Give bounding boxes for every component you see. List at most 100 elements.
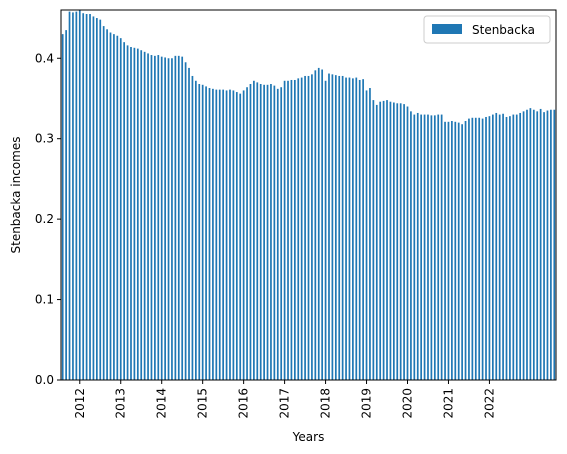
bar-1	[65, 30, 67, 381]
bar-62	[273, 85, 276, 381]
bar-66	[287, 80, 289, 380]
bar-122	[478, 117, 481, 380]
bar-69	[297, 78, 300, 381]
bar-97	[392, 102, 395, 380]
bar-136	[526, 109, 528, 381]
bar-74	[314, 70, 317, 380]
x-axis-label: Years	[292, 430, 325, 444]
bar-90	[369, 88, 371, 381]
bar-3	[72, 12, 74, 380]
bar-88	[362, 79, 364, 381]
bar-75	[317, 67, 320, 380]
bar-58	[259, 84, 262, 380]
bar-31	[167, 58, 170, 380]
bar-16	[116, 35, 119, 381]
bar-42	[205, 86, 207, 380]
bar-78	[328, 73, 330, 380]
bar-35	[181, 56, 184, 381]
bar-4	[75, 11, 78, 381]
bar-17	[119, 38, 122, 381]
bar-144	[553, 109, 556, 381]
bar-21	[133, 47, 136, 381]
bar-138	[532, 109, 535, 381]
bar-115	[454, 121, 457, 381]
bar-40	[198, 84, 201, 380]
bar-109	[433, 115, 436, 381]
bar-54	[246, 87, 248, 380]
bar-116	[457, 122, 460, 381]
bar-133	[515, 114, 518, 380]
bar-114	[451, 121, 453, 380]
bar-100	[403, 104, 405, 381]
bar-13	[106, 29, 108, 381]
y-axis: 0.0 0.1 0.2 0.3 0.4	[35, 51, 61, 387]
bar-67	[290, 79, 293, 380]
y-axis-label: Stenbacka incomes	[9, 137, 23, 254]
bar-141	[543, 112, 545, 381]
bar-132	[512, 114, 515, 380]
bar-121	[474, 117, 477, 380]
bar-38	[191, 75, 194, 381]
bar-128	[498, 114, 501, 380]
x-tick-label-6: 2018	[319, 388, 333, 419]
bar-117	[461, 124, 463, 380]
legend-box	[423, 15, 551, 44]
bar-26	[150, 55, 153, 380]
bar-135	[522, 111, 525, 380]
bar-25	[147, 53, 149, 381]
bar-126	[491, 114, 494, 380]
bar-57	[256, 82, 259, 380]
bar-30	[164, 57, 166, 381]
bar-104	[416, 112, 419, 381]
bar-24	[143, 51, 146, 380]
bar-7	[85, 14, 88, 381]
bar-137	[529, 108, 532, 380]
bar-108	[430, 115, 433, 381]
bar-37	[188, 67, 190, 380]
bar-60	[266, 84, 269, 381]
bar-12	[102, 26, 105, 381]
bar-73	[311, 74, 313, 380]
bar-36	[184, 62, 187, 380]
bar-93	[379, 101, 382, 380]
bar-49	[229, 89, 231, 380]
bar-70	[300, 77, 303, 380]
bar-61	[270, 84, 272, 380]
bar-43	[208, 88, 211, 381]
bar-102	[410, 111, 412, 380]
bar-34	[177, 55, 180, 380]
bar-71	[304, 75, 306, 381]
bar-55	[249, 84, 252, 380]
bar-112	[444, 121, 446, 381]
bar-65	[283, 80, 286, 380]
x-tick-label-0: 2012	[73, 388, 87, 419]
bar-63	[276, 88, 279, 380]
bar-72	[307, 75, 310, 381]
bar-46	[218, 89, 221, 380]
bar-33	[174, 55, 177, 380]
bar-125	[488, 116, 491, 381]
bar-32	[171, 58, 173, 380]
legend-entry-stenbacka: Stenbacka	[472, 23, 535, 37]
bar-123	[481, 118, 484, 380]
legend-swatch	[432, 24, 462, 34]
x-tick-label-2: 2014	[155, 388, 169, 419]
bar-20	[130, 47, 132, 380]
bar-51	[235, 92, 238, 380]
bar-77	[324, 80, 327, 380]
bar-130	[505, 116, 508, 380]
bar-27	[154, 55, 156, 380]
bar-110	[437, 114, 440, 380]
bar-28	[157, 55, 160, 380]
y-tick-label-0: 0.0	[35, 373, 54, 387]
bar-80	[334, 75, 337, 381]
bar-22	[136, 48, 139, 381]
bar-87	[358, 79, 361, 380]
bar-6	[82, 13, 85, 380]
bar-94	[382, 100, 385, 380]
bar-91	[372, 100, 375, 380]
x-tick-label-4: 2016	[237, 388, 251, 419]
bars-group	[61, 10, 556, 381]
bar-111	[440, 114, 443, 380]
